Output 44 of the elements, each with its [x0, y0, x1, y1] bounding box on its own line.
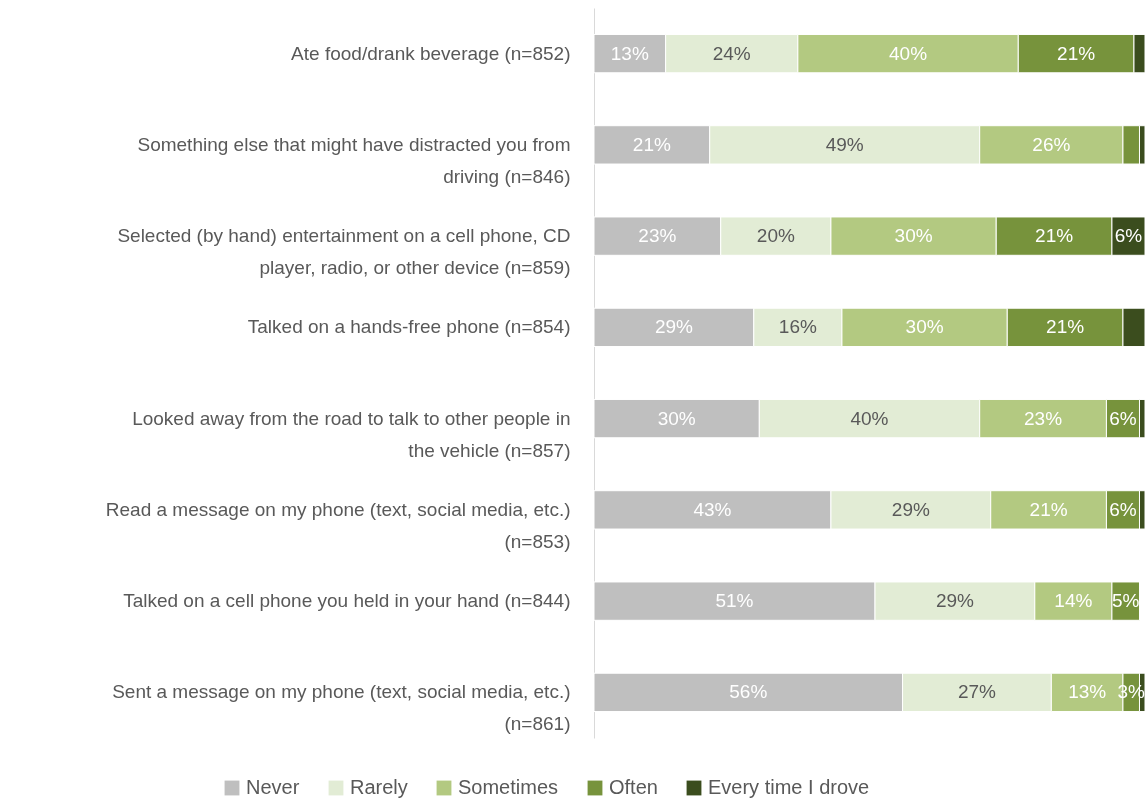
legend-label: Never — [246, 776, 300, 798]
data-label: 21% — [1057, 42, 1096, 64]
data-label: 16% — [778, 316, 817, 338]
data-label: 29% — [935, 590, 975, 612]
y-tick-label: Something else that might have distracted you from driving (n=846) — [137, 133, 571, 187]
data-label: 56% — [729, 681, 768, 703]
y-tick-label: Sent a message on my phone (text, social media, etc.) (n=861) — [112, 681, 571, 735]
data-label: 30% — [905, 316, 944, 338]
y-tick-label: Ate food/drank beverage (n=852) — [291, 42, 571, 64]
y-tick-label: Talked on a hands-free phone (n=854) — [247, 316, 571, 338]
data-label: 49% — [825, 133, 864, 155]
data-label: 51% — [715, 590, 754, 612]
y-tick-label: Read a message on my phone (text, social media, etc.) (n=853) — [105, 498, 571, 552]
data-label: 43% — [693, 498, 732, 520]
data-label: 6% — [1109, 407, 1137, 429]
y-tick-label: Looked away from the road to talk to other people in the vehicle (n=857) — [132, 407, 571, 461]
data-label: 40% — [889, 42, 928, 64]
y-tick-label: Selected (by hand) entertainment on a cell phone, CD player, radio, or other device (n=859) — [117, 225, 571, 279]
legend-label: Rarely — [350, 776, 408, 798]
data-label: 29% — [654, 316, 694, 338]
data-label: 21% — [1029, 498, 1068, 520]
data-label: 26% — [1032, 133, 1071, 155]
data-label: 20% — [756, 225, 795, 247]
data-label: 5% — [1111, 590, 1140, 612]
data-label: 29% — [891, 498, 930, 520]
data-label: 6% — [1109, 498, 1137, 520]
data-label: 27% — [957, 681, 997, 703]
data-label: 30% — [657, 407, 696, 429]
data-label: 23% — [1024, 407, 1063, 429]
data-label: 6% — [1114, 225, 1143, 247]
data-label: 40% — [850, 407, 889, 429]
data-label: 14% — [1054, 590, 1093, 612]
y-tick-label: Talked on a cell phone you held in your hand (n=844) — [123, 590, 571, 612]
data-label: 21% — [632, 133, 671, 155]
data-label: 13% — [610, 42, 649, 64]
legend-label: Often — [609, 776, 658, 798]
data-label: 13% — [1068, 681, 1107, 703]
data-label: 21% — [1046, 316, 1085, 338]
legend-label: Sometimes — [458, 776, 559, 798]
legend-label: Every time I drove — [708, 776, 870, 798]
data-label: 24% — [712, 42, 751, 64]
data-label: 30% — [894, 225, 933, 247]
data-label: 23% — [638, 225, 677, 247]
data-label: 21% — [1035, 225, 1074, 247]
